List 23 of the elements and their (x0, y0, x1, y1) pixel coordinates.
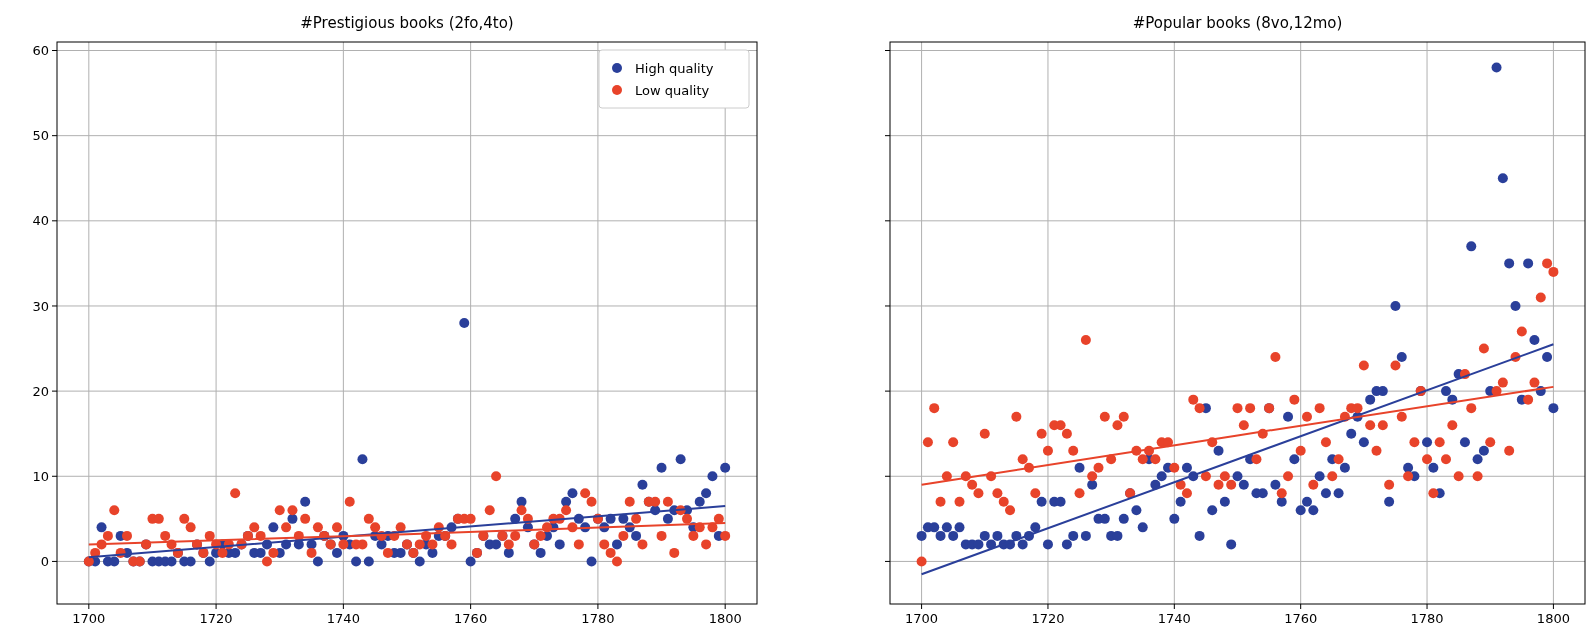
y-tick-label: 10 (32, 468, 49, 484)
x-tick-label: 1720 (199, 611, 233, 626)
legend-label: Low quality (635, 82, 710, 98)
y-tick-label: 60 (32, 43, 49, 59)
y-tick-label: 30 (32, 298, 49, 314)
x-tick-label: 1800 (708, 611, 742, 626)
chart-title: #Prestigious books (2fo,4to) (300, 14, 514, 32)
x-tick-label: 1700 (905, 611, 939, 626)
chart-title: #Popular books (8vo,12mo) (1132, 14, 1343, 32)
y-tick-label: 50 (32, 128, 49, 144)
x-tick-label: 1760 (454, 611, 488, 626)
x-tick-label: 1780 (581, 611, 615, 626)
y-tick-label: 40 (32, 213, 49, 229)
y-tick-label: 0 (40, 553, 49, 569)
x-tick-label: 1720 (1031, 611, 1065, 626)
x-tick-label: 1740 (1157, 611, 1191, 626)
x-tick-label: 1800 (1536, 611, 1570, 626)
x-tick-label: 1700 (72, 611, 106, 626)
x-tick-label: 1740 (326, 611, 360, 626)
legend-label: High quality (635, 60, 714, 76)
x-tick-label: 1760 (1284, 611, 1318, 626)
x-tick-label: 1780 (1410, 611, 1444, 626)
y-tick-label: 20 (32, 383, 49, 399)
